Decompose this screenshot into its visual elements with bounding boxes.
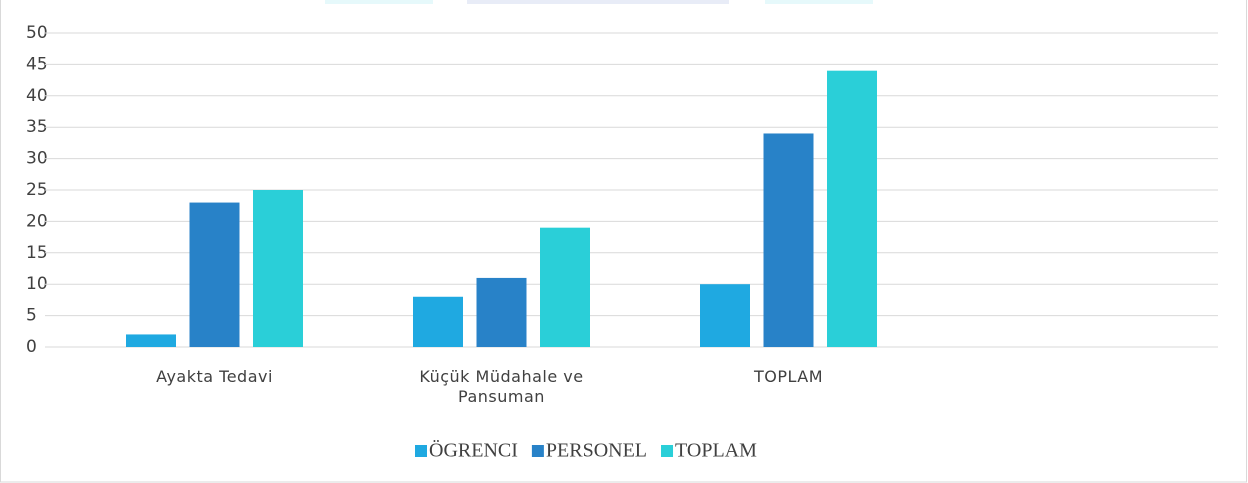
y-tick-label: 15: [26, 243, 48, 263]
legend-label: ÖGRENCI: [429, 439, 518, 462]
legend-label: PERSONEL: [546, 440, 647, 462]
legend-swatch: [415, 445, 427, 457]
legend-swatch: [531, 445, 544, 457]
y-tick-label: 25: [26, 180, 48, 200]
y-tick-label: 10: [26, 274, 48, 294]
y-tick-label: 40: [26, 86, 48, 106]
x-tick-label: Ayakta Tedavi: [156, 367, 273, 386]
bar: [476, 277, 527, 347]
legend-label: TOPLAM: [675, 440, 757, 462]
y-tick-label: 5: [26, 306, 37, 326]
legend-swatch: [661, 445, 674, 457]
decor: [325, 0, 433, 4]
x-tick-label: Küçük Müdahale ve Pansuman: [419, 367, 584, 406]
y-tick-label: 35: [26, 117, 48, 137]
bar: [189, 202, 240, 347]
bar: [540, 227, 590, 347]
bar: [700, 284, 750, 347]
y-tick-label: 30: [26, 149, 48, 169]
bar: [253, 190, 303, 347]
x-tick-label: TOPLAM: [753, 367, 824, 386]
y-tick-label: 0: [26, 337, 37, 357]
bar: [827, 70, 877, 348]
decor: [467, 0, 729, 4]
bar: [413, 296, 463, 347]
bar: [763, 133, 814, 347]
y-tick-label: 50: [26, 23, 48, 43]
y-tick-label: 20: [26, 211, 48, 231]
y-tick-label: 45: [26, 54, 48, 74]
decor: [765, 0, 873, 4]
bar: [126, 334, 176, 347]
